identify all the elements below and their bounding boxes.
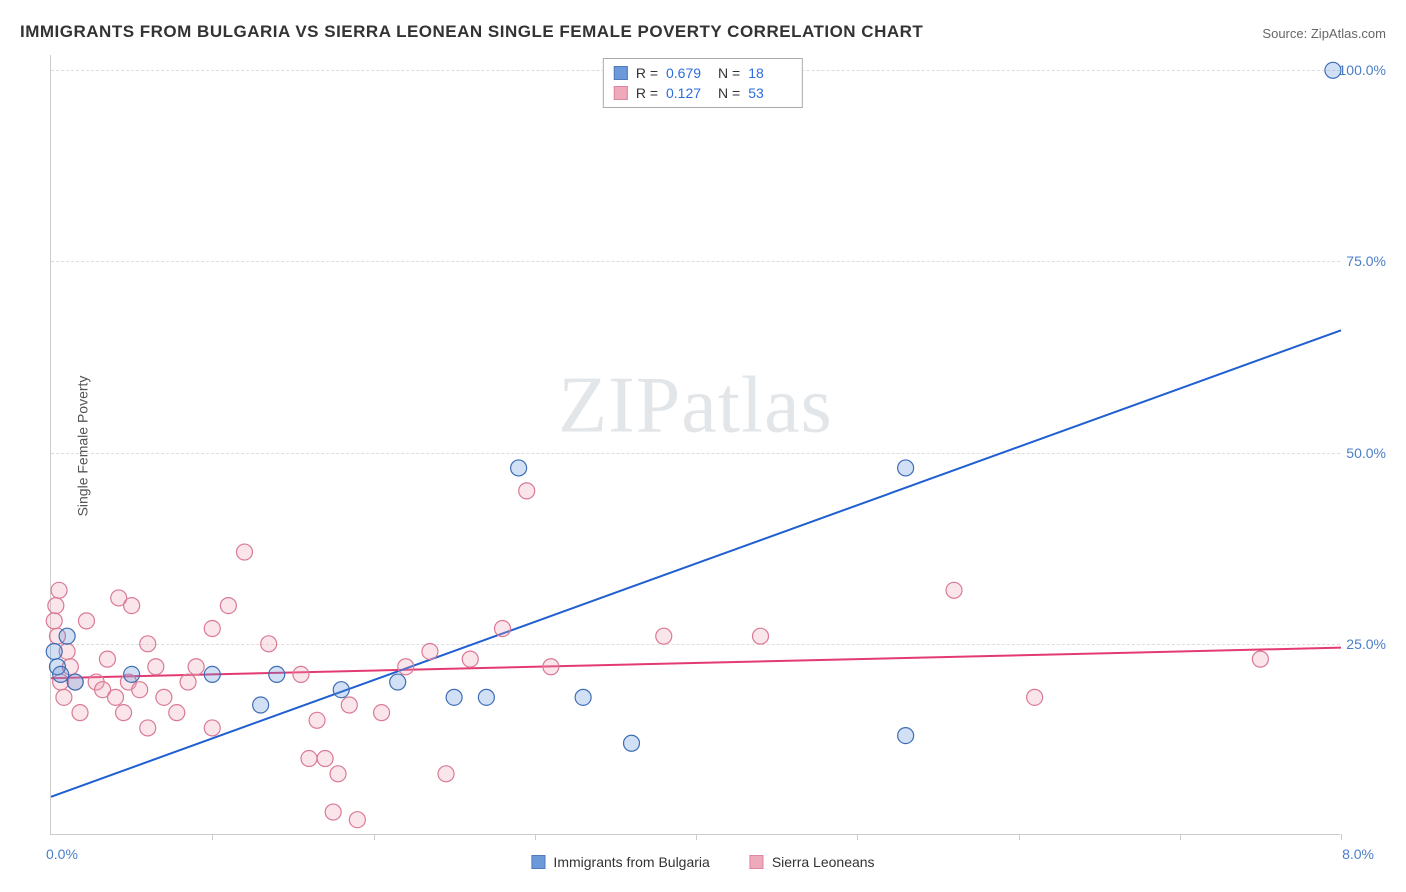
y-tick-label: 75.0%	[1346, 253, 1386, 269]
x-tick	[1341, 834, 1342, 840]
x-tick	[374, 834, 375, 840]
swatch-series-1	[614, 86, 628, 100]
plot-area: ZIPatlas	[50, 55, 1340, 835]
r-value-1: 0.127	[666, 85, 710, 101]
r-label: R =	[636, 65, 658, 81]
n-label: N =	[718, 65, 740, 81]
legend-item-1: Sierra Leoneans	[750, 854, 875, 870]
n-value-0: 18	[748, 65, 792, 81]
source-label: Source:	[1262, 26, 1307, 41]
legend-item-0: Immigrants from Bulgaria	[531, 854, 709, 870]
y-tick-label: 25.0%	[1346, 636, 1386, 652]
x-tick	[857, 834, 858, 840]
x-tick-min: 0.0%	[46, 846, 78, 862]
r-value-0: 0.679	[666, 65, 710, 81]
n-label: N =	[718, 85, 740, 101]
n-value-1: 53	[748, 85, 792, 101]
chart-svg-layer	[51, 55, 1340, 834]
x-tick	[1180, 834, 1181, 840]
y-tick-label: 50.0%	[1346, 445, 1386, 461]
stats-row-series-0: R = 0.679 N = 18	[614, 63, 792, 83]
y-tick-label: 100.0%	[1339, 62, 1386, 78]
source-value: ZipAtlas.com	[1311, 26, 1386, 41]
stats-row-series-1: R = 0.127 N = 53	[614, 83, 792, 103]
x-tick	[1019, 834, 1020, 840]
stats-legend: R = 0.679 N = 18 R = 0.127 N = 53	[603, 58, 803, 108]
legend-swatch-0	[531, 855, 545, 869]
legend-label-1: Sierra Leoneans	[772, 854, 875, 870]
r-label: R =	[636, 85, 658, 101]
series-legend: Immigrants from Bulgaria Sierra Leoneans	[531, 854, 874, 870]
source-attribution: Source: ZipAtlas.com	[1262, 26, 1386, 41]
swatch-series-0	[614, 66, 628, 80]
x-tick	[696, 834, 697, 840]
x-tick	[212, 834, 213, 840]
legend-swatch-1	[750, 855, 764, 869]
legend-label-0: Immigrants from Bulgaria	[553, 854, 709, 870]
x-tick-max: 8.0%	[1342, 846, 1374, 862]
x-tick	[535, 834, 536, 840]
chart-title: IMMIGRANTS FROM BULGARIA VS SIERRA LEONE…	[20, 22, 923, 42]
